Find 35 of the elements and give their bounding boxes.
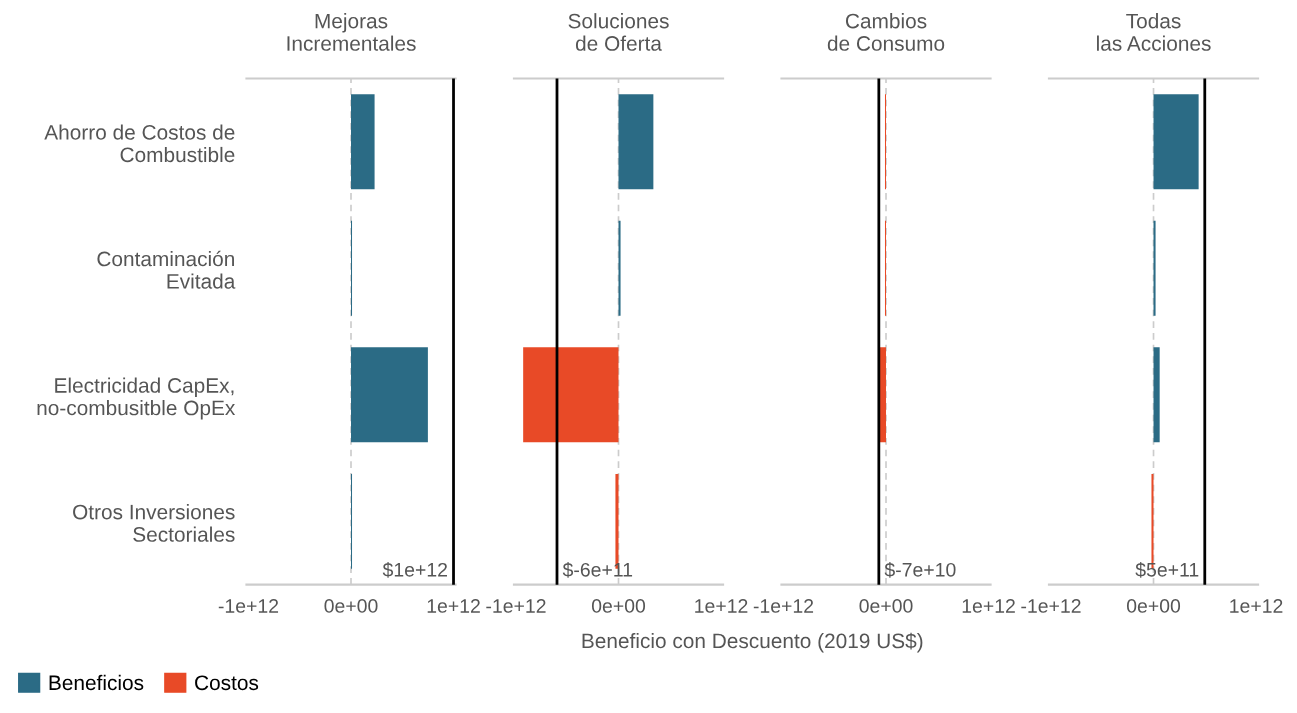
y-tick-label: Ahorro de Costos de Combustible bbox=[44, 124, 235, 163]
chart-title: Soluciones de Oferta bbox=[568, 13, 669, 51]
ref-line-label: $-6e+11 bbox=[562, 562, 633, 578]
chart-title: Todas las Acciones bbox=[1097, 13, 1211, 51]
chart-title: Mejoras Incrementales bbox=[287, 13, 416, 51]
legend-label: Costos bbox=[195, 675, 259, 691]
x-tick-label: -1e+12 bbox=[486, 599, 546, 613]
x-tick-label: -1e+12 bbox=[1021, 599, 1081, 613]
y-tick-label: Electricidad CapEx, no-combusitble OpEx bbox=[37, 377, 236, 420]
chart-title: Cambios de Consumo bbox=[827, 13, 945, 51]
x-tick-label: -1e+12 bbox=[218, 599, 279, 613]
x-tick-label: 1e+12 bbox=[962, 599, 1015, 613]
x-tick-label: 0e+00 bbox=[1126, 599, 1181, 613]
bar bbox=[1153, 347, 1160, 443]
bar bbox=[618, 94, 654, 190]
bar bbox=[523, 347, 619, 443]
x-tick-label: 1e+12 bbox=[1230, 599, 1283, 613]
bar bbox=[351, 347, 428, 443]
ref-line-label: $-7e+10 bbox=[884, 562, 956, 578]
bar bbox=[351, 94, 375, 190]
y-tick-label: Otros Inversiones Sectoriales bbox=[73, 504, 235, 542]
legend-label: Beneficios bbox=[49, 674, 144, 691]
bar bbox=[1153, 220, 1156, 316]
x-tick-label: 1e+12 bbox=[427, 599, 480, 613]
bar bbox=[1153, 94, 1199, 190]
x-tick-label: -1e+12 bbox=[753, 599, 814, 613]
ref-line-label: $5e+11 bbox=[1135, 562, 1199, 578]
x-axis-title: Beneficio con Descuento (2019 US$) bbox=[582, 632, 923, 653]
ref-line-label: $1e+12 bbox=[382, 562, 447, 578]
bar bbox=[618, 220, 621, 316]
x-tick-label: 1e+12 bbox=[695, 599, 748, 613]
x-tick-label: 0e+00 bbox=[324, 599, 378, 613]
x-tick-label: 0e+00 bbox=[859, 599, 913, 613]
x-tick-label: 0e+00 bbox=[591, 599, 646, 613]
y-tick-label: Contaminación Evitada bbox=[97, 250, 236, 289]
